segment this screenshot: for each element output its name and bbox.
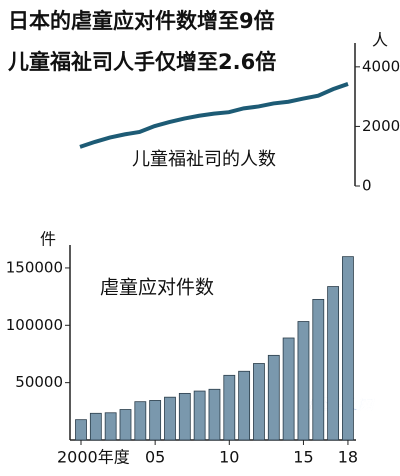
bar [238, 370, 251, 441]
x-tick-label: 10 [219, 448, 239, 467]
bar [178, 392, 191, 441]
bar [193, 390, 206, 441]
bar [223, 374, 236, 441]
y-tick-label: 4000 [362, 57, 400, 75]
y-tick-label: 50000 [15, 373, 63, 391]
annotation: 虐童应对件数 [100, 277, 214, 299]
y-tick-label: 2000 [362, 117, 400, 135]
bar [327, 286, 340, 441]
y-unit: 人 [372, 31, 388, 50]
y-tick-label: 0 [362, 177, 372, 195]
bar [297, 321, 310, 441]
x-tick-label: 05 [145, 448, 165, 467]
annotation: 儿童福祉司的人数 [132, 149, 276, 170]
bar [267, 354, 280, 441]
bar [253, 363, 265, 441]
bar [134, 401, 147, 441]
bar [89, 412, 102, 441]
bar [119, 409, 132, 441]
title-line: 日本的虐童应对件数增至9倍 [8, 9, 275, 33]
y-unit: 件 [40, 230, 56, 249]
bar [282, 337, 295, 441]
bar [164, 396, 176, 441]
bar [104, 412, 117, 441]
bar [75, 419, 87, 441]
x-tick-label: 15 [293, 448, 313, 467]
bar [342, 256, 354, 441]
title-line: 儿童福祉司人手仅增至2.6倍 [8, 50, 276, 74]
line [79, 82, 349, 149]
y-tick-label: 150000 [6, 258, 63, 276]
y-tick-label: 100000 [6, 316, 63, 334]
x-tick-label: 2000年度 [57, 448, 130, 467]
x-tick-label: 18 [338, 448, 358, 467]
bar [149, 400, 162, 441]
bar [312, 298, 325, 441]
bar [208, 388, 221, 441]
